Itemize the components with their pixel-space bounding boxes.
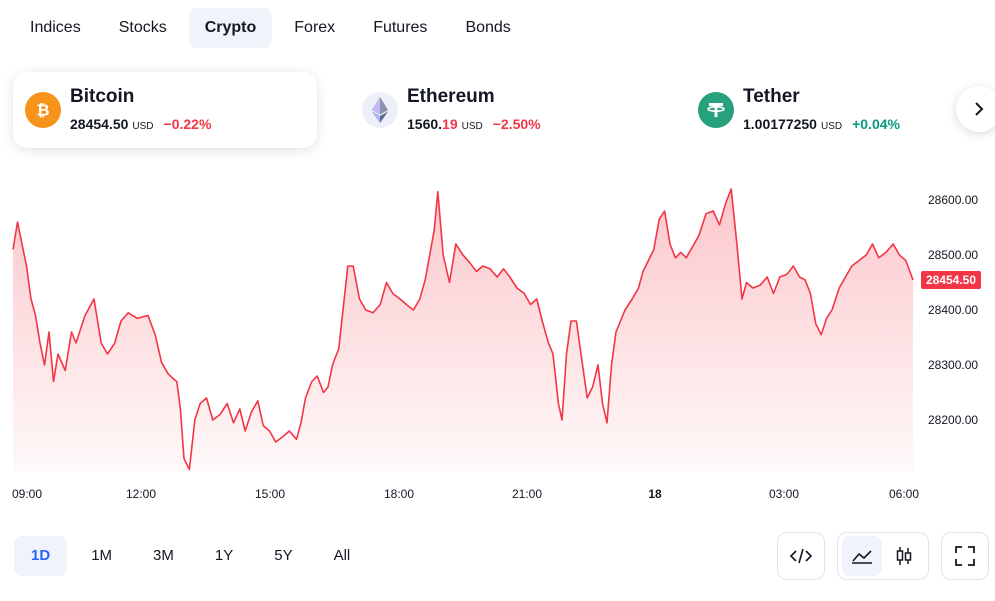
price-chart[interactable]: 28200.00 28300.00 28400.00 28500.00 28600.00… — [0, 160, 995, 505]
range-1d-button[interactable]: 1D — [14, 536, 68, 576]
x-tick-label: 09:00 — [12, 487, 42, 501]
svg-text:₿: ₿ — [36, 101, 49, 120]
tab-indices[interactable]: Indices — [30, 19, 81, 36]
tab-stocks[interactable]: Stocks — [118, 19, 167, 36]
y-tick-label: 28500.00 — [928, 248, 978, 262]
fullscreen-button[interactable] — [941, 532, 989, 580]
price-value: 28454.50 — [70, 116, 129, 132]
symbol-price: 1.00177250 USD +0.04% — [743, 116, 900, 132]
embed-code-icon — [789, 548, 813, 564]
x-tick-label: 18 — [648, 487, 662, 501]
tab-crypto[interactable]: Crypto — [188, 8, 273, 48]
last-price-label: 28454.50 — [926, 273, 976, 287]
price-value-changed-digits: 19 — [442, 116, 458, 132]
symbol-name: Tether — [743, 86, 800, 107]
x-tick-label: 03:00 — [769, 487, 799, 501]
candlestick-icon — [896, 547, 912, 565]
chart-style-switcher — [837, 532, 929, 580]
tether-icon — [698, 92, 734, 128]
x-axis: 09:00 12:00 15:00 18:00 21:00 18 03:00 06:00 — [12, 487, 919, 501]
tab-futures[interactable]: Futures — [373, 19, 428, 36]
price-value: 1.00177250 — [743, 116, 817, 132]
last-price-badge — [921, 271, 981, 290]
currency-label: USD — [132, 121, 154, 132]
price-area-fill — [13, 189, 913, 472]
next-symbols-button[interactable] — [956, 86, 995, 132]
currency-label: USD — [461, 121, 483, 132]
tab-bonds[interactable]: Bonds — [465, 19, 511, 36]
market-tabs: Indices Stocks Crypto Forex Futures Bond… — [14, 8, 533, 48]
y-tick-label: 28600.00 — [928, 193, 978, 207]
x-tick-label: 21:00 — [512, 487, 542, 501]
symbol-card-bitcoin[interactable]: ₿ Bitcoin 28454.50 USD −0.22% — [13, 72, 317, 148]
embed-button[interactable] — [777, 532, 825, 580]
y-tick-label: 28200.00 — [928, 413, 978, 427]
x-tick-label: 12:00 — [126, 487, 156, 501]
symbol-price: 1560.19 USD −2.50% — [407, 116, 541, 132]
x-tick-label: 15:00 — [255, 487, 285, 501]
y-axis: 28200.00 28300.00 28400.00 28500.00 28600.00 — [928, 193, 978, 427]
price-line — [12, 188, 914, 471]
area-chart-icon — [852, 550, 872, 564]
candlestick-chart-button[interactable] — [884, 536, 924, 576]
symbol-name: Ethereum — [407, 86, 495, 107]
range-5y-button[interactable]: 5Y — [274, 547, 293, 564]
symbol-card-tether[interactable]: Tether 1.00177250 USD +0.04% — [686, 72, 946, 148]
chevron-right-icon — [975, 102, 984, 116]
symbol-card-ethereum[interactable]: Ethereum 1560.19 USD −2.50% — [350, 72, 650, 148]
price-change: −0.22% — [163, 116, 212, 132]
last-price-marker: 28454.50 — [921, 271, 981, 290]
price-value: 1560. — [407, 116, 443, 132]
range-3m-button[interactable]: 3M — [153, 547, 174, 564]
tab-forex[interactable]: Forex — [294, 19, 336, 36]
range-selector: 1D 1M 3M 1Y 5Y All — [14, 536, 374, 576]
area-chart-button[interactable] — [842, 536, 882, 576]
currency-label: USD — [820, 121, 843, 132]
x-tick-label: 18:00 — [384, 487, 414, 501]
fullscreen-icon — [955, 546, 975, 566]
symbol-price: 28454.50 USD −0.22% — [70, 116, 211, 132]
range-all-button[interactable]: All — [333, 547, 351, 564]
y-tick-label: 28300.00 — [928, 358, 978, 372]
ethereum-icon — [362, 92, 398, 128]
bitcoin-icon: ₿ — [25, 92, 61, 128]
symbol-name: Bitcoin — [70, 86, 135, 107]
range-1y-button[interactable]: 1Y — [214, 547, 234, 564]
y-tick-label: 28400.00 — [928, 303, 978, 317]
range-1m-button[interactable]: 1M — [91, 547, 113, 564]
x-tick-label: 06:00 — [889, 487, 919, 501]
price-change: −2.50% — [492, 116, 541, 132]
price-change: +0.04% — [852, 116, 900, 132]
